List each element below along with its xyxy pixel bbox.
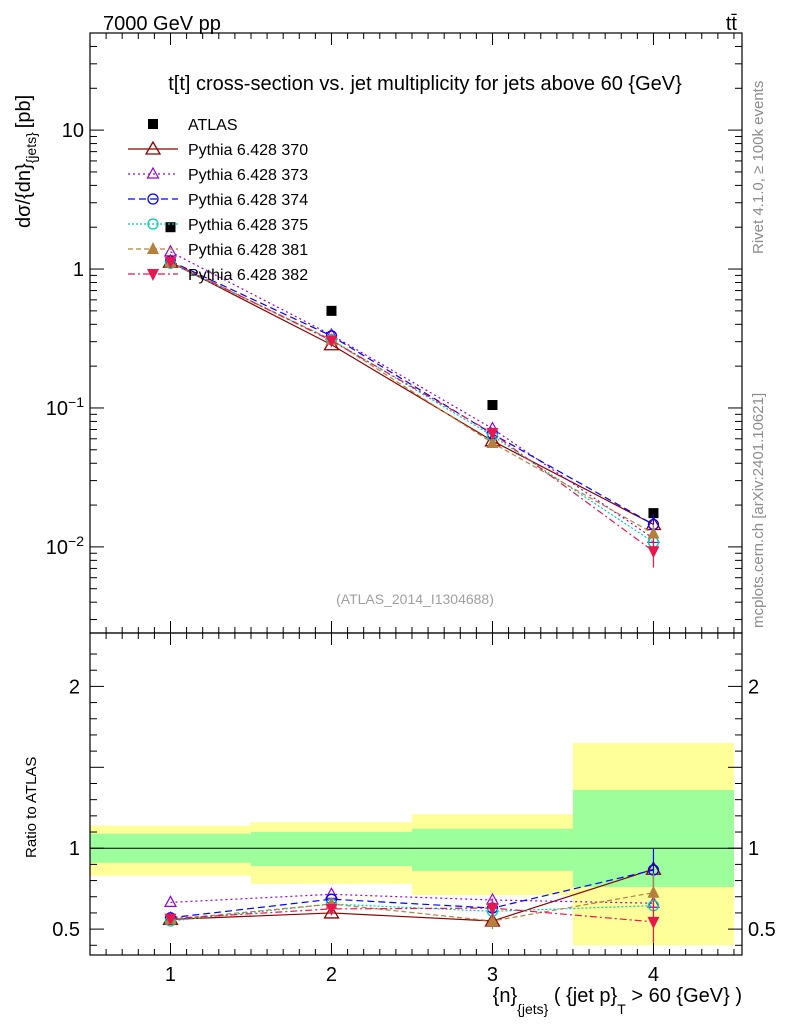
ratio-point-p381-4	[647, 885, 660, 898]
ratio-point-p381-3	[486, 914, 499, 927]
x-axis-label-sub: {jets}	[517, 1001, 548, 1017]
rivet-version-label: Rivet 4.1.0, ≥ 100k events	[750, 81, 767, 254]
main-series-p381	[164, 255, 660, 544]
svg-text:dσ/{dn}{jets}[pb]: dσ/{dn}{jets} [pb]	[13, 95, 39, 228]
legend-marker-atlas	[148, 119, 158, 129]
x-axis-label-n: {n}	[493, 985, 518, 1007]
main-line-p381	[170, 261, 654, 534]
legend-marker-p375	[147, 218, 159, 230]
chart-title: t[t] cross-section vs. jet multiplicity …	[168, 73, 682, 95]
main-point-p381-4	[647, 526, 660, 539]
legend-marker-p370	[144, 140, 162, 155]
legend-label-p381: Pythia 6.428 381	[188, 242, 308, 259]
axes-layer: 1 2 3 4 10 1 10−1 10−2 2 2 1 1 0.5 0.5	[46, 32, 776, 986]
ratio-series-layer	[162, 849, 662, 943]
main-y-axis-label-sub: {jets}	[23, 132, 39, 163]
ratio-uncertainty-bands	[90, 743, 742, 946]
ratio-y-axis-label: Ratio to ATLAS	[23, 757, 40, 858]
main-line-p373	[170, 251, 654, 539]
ratio-line-p373	[170, 893, 654, 904]
main-line-p370	[170, 261, 654, 526]
main-y-axis-label-unit: [pb]	[13, 95, 35, 128]
legend-entry-atlas: ATLAS	[148, 117, 238, 134]
main-line-p375	[170, 262, 654, 543]
legend-marker-p381	[147, 242, 159, 254]
ratio-point-p382-4	[647, 916, 660, 929]
legend-entry-p374: Pythia 6.428 374	[128, 192, 308, 209]
ratio-y-tick-label-right-0: 2	[748, 676, 759, 698]
ratio-band-green-3	[411, 828, 573, 871]
main-y-tick-label-0: 10	[62, 120, 84, 142]
main-y-axis-label: dσ/{dn}{jets} [pb]	[13, 95, 39, 228]
main-point-p382-3	[486, 428, 499, 441]
legend-marker-p374	[147, 193, 159, 205]
main-point-p382-2	[325, 335, 338, 348]
main-point-atlas-4	[648, 508, 659, 519]
mcplots-label: mcplots.cern.ch [arXiv:2401.10621]	[750, 393, 767, 628]
main-line-p374	[170, 260, 654, 525]
legend-label-p375: Pythia 6.428 375	[188, 217, 308, 234]
ratio-point-p382-3	[486, 903, 499, 916]
legend-label-p374: Pythia 6.428 374	[188, 192, 308, 209]
ratio-point-p382-1	[164, 913, 177, 926]
main-point-atlas-3	[487, 400, 498, 411]
ratio-line-p374	[170, 869, 654, 919]
ratio-panel-frame	[89, 632, 743, 956]
legend-entry-p373: Pythia 6.428 373	[128, 166, 308, 184]
main-y-tick-label-1: 1	[73, 259, 84, 281]
main-line-p382	[170, 261, 654, 552]
main-series-atlas	[165, 222, 659, 519]
ratio-y-tick-label-left-2: 0.5	[52, 919, 80, 941]
analysis-watermark: (ATLAS_2014_I1304688)	[336, 591, 494, 607]
legend-entry-p381: Pythia 6.428 381	[128, 242, 308, 259]
legend-entry-p382: Pythia 6.428 382	[128, 267, 308, 284]
main-series-layer	[162, 222, 662, 568]
x-axis-label: {n}{jets} ( {jet p}T > 60 {GeV} )	[493, 985, 742, 1017]
main-series-p370	[162, 253, 662, 531]
ratio-y-tick-label-right-2: 0.5	[748, 919, 776, 941]
ratio-line-p381	[170, 892, 654, 922]
ratio-series-p382	[164, 898, 660, 943]
main-point-atlas-1	[165, 222, 176, 233]
ratio-line-p375	[170, 903, 654, 922]
legend-marker-p373	[146, 166, 160, 179]
x-tick-label-1: 1	[165, 964, 176, 986]
x-axis-label-T: T	[617, 1001, 626, 1017]
ratio-point-p370-2	[323, 904, 340, 919]
legend-label-p370: Pythia 6.428 370	[188, 142, 308, 159]
ratio-point-p382-2	[325, 903, 338, 916]
main-point-p382-1	[164, 256, 177, 269]
legend-label-p373: Pythia 6.428 373	[188, 167, 308, 184]
main-y-axis-label-main: dσ/{dn}	[13, 163, 35, 228]
main-point-p382-4	[647, 546, 660, 559]
x-tick-label-4: 4	[648, 964, 659, 986]
ratio-line-p382	[170, 907, 654, 923]
x-axis-label-end: > 60 {GeV} )	[626, 985, 742, 1007]
legend: ATLAS Pythia 6.428 370 Pythia 6.428 373 Pyt…	[128, 117, 308, 284]
legend-marker-p382	[147, 269, 159, 281]
process-label: tt̄	[726, 13, 738, 35]
ratio-y-tick-label-left-0: 2	[69, 676, 80, 698]
main-series-p382	[164, 256, 660, 568]
ratio-y-tick-label-right-1: 1	[748, 838, 759, 860]
ratio-y-tick-label-left-1: 1	[69, 838, 80, 860]
main-point-p381-3	[486, 435, 499, 448]
main-series-p375	[164, 257, 660, 552]
main-point-atlas-2	[326, 305, 337, 316]
ratio-line-p370	[170, 868, 654, 922]
legend-entry-p370: Pythia 6.428 370	[128, 140, 308, 159]
legend-label-atlas: ATLAS	[188, 117, 238, 134]
main-series-p373	[163, 244, 660, 544]
main-y-tick-label-3: 10−2	[46, 533, 84, 559]
legend-label-p382: Pythia 6.428 382	[188, 267, 308, 284]
legend-entry-p375: Pythia 6.428 375	[128, 217, 308, 234]
ratio-point-p373-1	[163, 895, 178, 908]
x-tick-label-3: 3	[487, 964, 498, 986]
x-axis-label-mid: ( {jet p}	[548, 985, 617, 1007]
main-y-tick-label-2: 10−1	[46, 394, 84, 420]
collision-label: 7000 GeV pp	[103, 13, 221, 35]
ratio-band-green-2	[250, 832, 412, 867]
x-tick-label-2: 2	[326, 964, 337, 986]
